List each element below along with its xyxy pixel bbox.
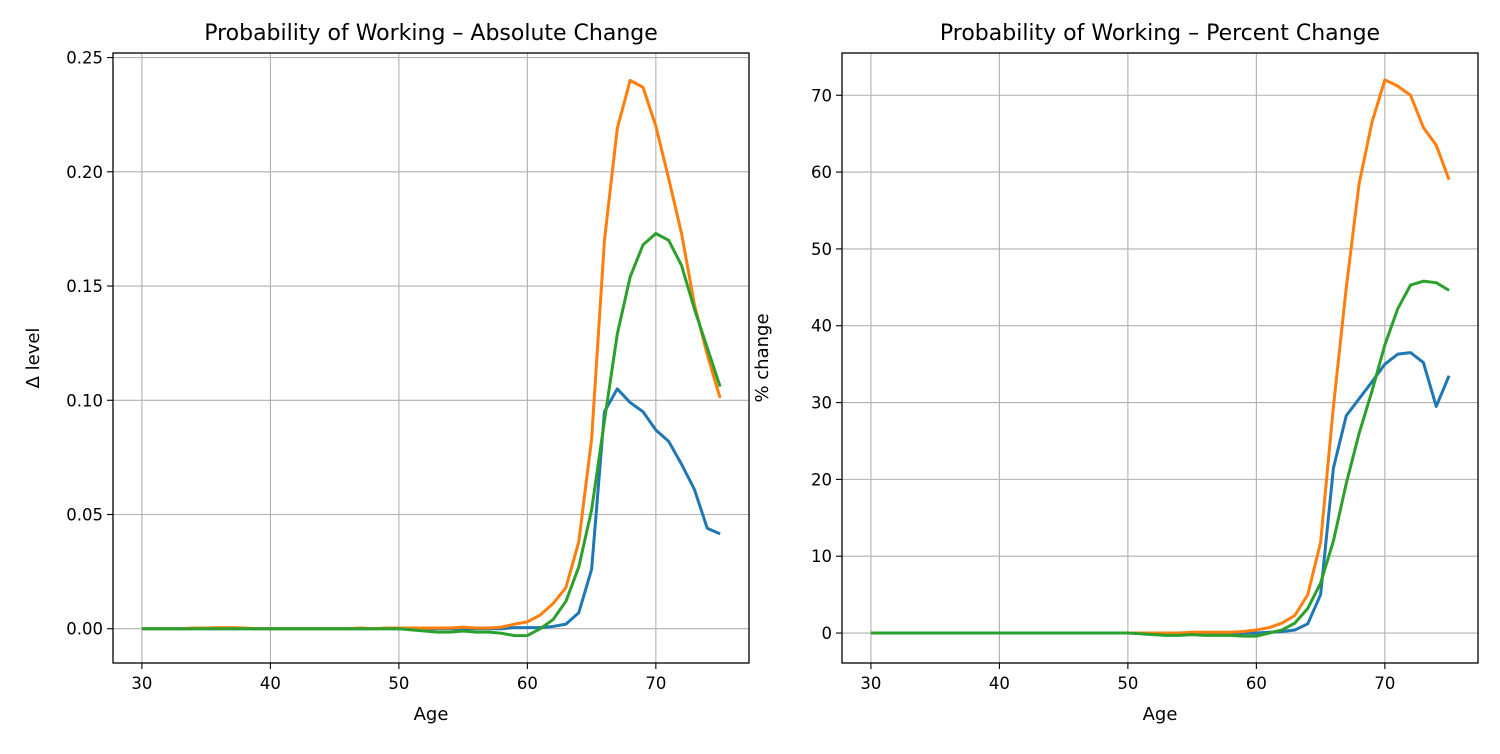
y-tick-label: 0.00 bbox=[66, 620, 103, 639]
x-tick-label: 70 bbox=[1374, 674, 1395, 693]
x-tick-label: 70 bbox=[645, 674, 666, 693]
series-line-1 bbox=[141, 387, 721, 631]
y-tick-label: 0.05 bbox=[66, 505, 103, 524]
x-axis-label: Age bbox=[1143, 704, 1178, 725]
x-tick-label: 30 bbox=[131, 674, 152, 693]
series-line-2 bbox=[141, 78, 722, 631]
y-tick-label: 0.10 bbox=[66, 391, 103, 410]
x-axis-label: Age bbox=[414, 704, 449, 725]
x-tick-label: 30 bbox=[860, 674, 881, 693]
y-tick-label: 0 bbox=[822, 624, 833, 643]
absolute-change-panel: 30 40 50 60 70 0.00 0.05 0.10 0.15 0.20 0.25 Probab… bbox=[23, 21, 750, 725]
x-tick-label: 60 bbox=[517, 674, 538, 693]
y-tick-label: 0.15 bbox=[66, 277, 103, 296]
series-line-1 bbox=[870, 351, 1451, 635]
y-tick-label: 10 bbox=[811, 547, 832, 566]
series-line-2 bbox=[870, 78, 1451, 635]
percent-change-panel: 30 40 50 60 70 0 10 20 30 40 50 60 70 Probability of … bbox=[752, 21, 1479, 725]
y-axis-label: % change bbox=[752, 313, 773, 402]
y-axis-label: Δ level bbox=[23, 328, 44, 389]
series-group bbox=[870, 78, 1451, 638]
y-tick-label: 0.20 bbox=[66, 163, 103, 182]
series-line-3 bbox=[141, 231, 722, 638]
series-group bbox=[141, 78, 722, 638]
x-tick-label: 40 bbox=[989, 674, 1010, 693]
x-tick-label: 50 bbox=[1117, 674, 1138, 693]
x-tick-label: 60 bbox=[1246, 674, 1267, 693]
y-tick-label: 30 bbox=[811, 394, 832, 413]
y-tick-label: 20 bbox=[811, 470, 832, 489]
y-tick-label: 0.25 bbox=[66, 49, 103, 68]
axes-frame bbox=[841, 52, 1479, 664]
y-tick-label: 50 bbox=[811, 240, 832, 259]
y-tick-label: 70 bbox=[811, 86, 832, 105]
y-tick-label: 40 bbox=[811, 317, 832, 336]
axes-frame bbox=[112, 52, 750, 664]
series-line-3 bbox=[870, 279, 1450, 638]
chart-title: Probability of Working – Percent Change bbox=[940, 21, 1380, 46]
chart-title: Probability of Working – Absolute Change bbox=[204, 21, 658, 46]
x-tick-label: 40 bbox=[260, 674, 281, 693]
x-tick-label: 50 bbox=[388, 674, 409, 693]
y-tick-label: 60 bbox=[811, 163, 832, 182]
